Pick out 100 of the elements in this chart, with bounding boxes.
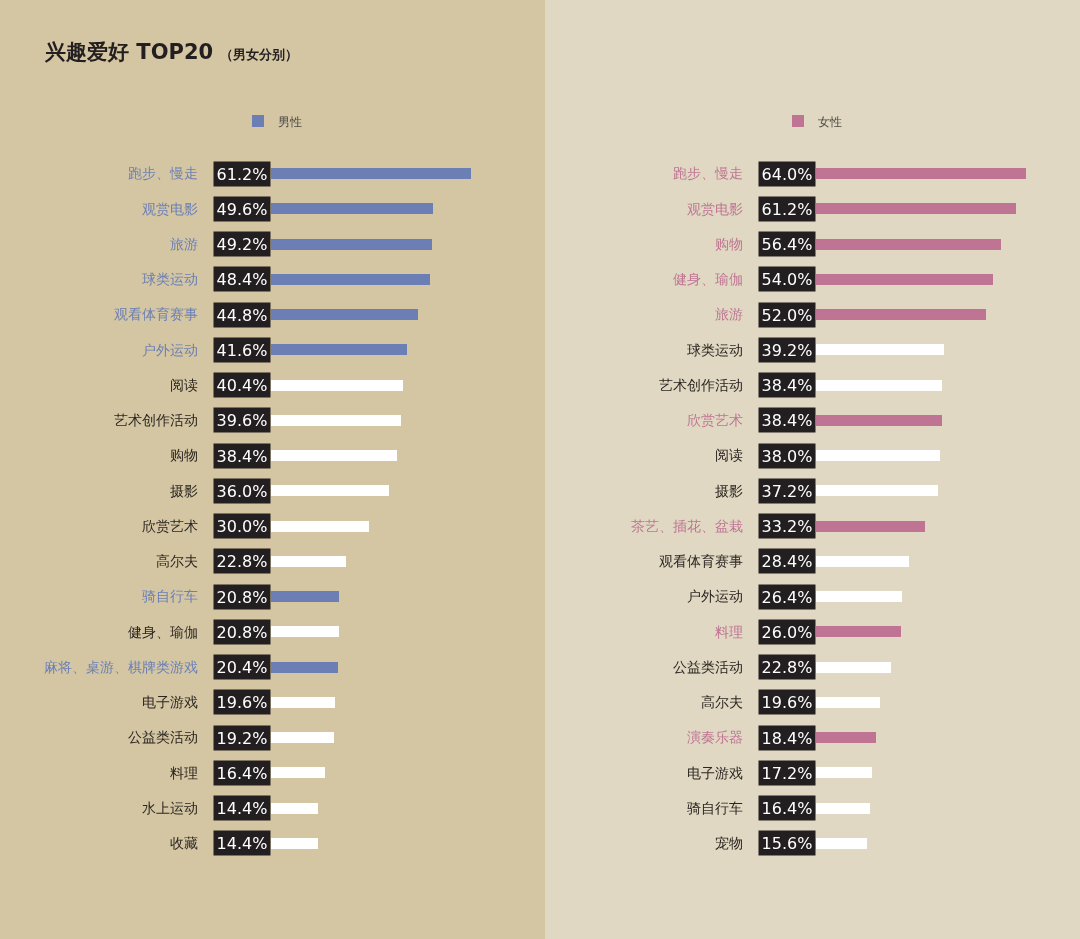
bar — [816, 767, 872, 778]
data-label: 38.4% — [216, 446, 268, 466]
bar — [816, 838, 867, 849]
bar — [271, 309, 418, 320]
data-label: 14.4% — [216, 798, 268, 818]
bar — [816, 415, 942, 426]
data-label: 40.4% — [216, 375, 268, 395]
data-label: 20.4% — [216, 657, 268, 677]
data-label: 22.8% — [216, 551, 268, 571]
data-label: 64.0% — [761, 164, 813, 184]
bar — [271, 591, 339, 602]
y-tick-label: 跑步、慢走 — [673, 165, 743, 182]
data-label: 41.6% — [216, 340, 268, 360]
bar — [271, 415, 401, 426]
bar — [271, 344, 407, 355]
bar — [271, 732, 334, 743]
bar — [816, 309, 986, 320]
y-tick-label: 欣赏艺术 — [687, 412, 743, 429]
y-tick-label: 户外运动 — [142, 341, 198, 358]
bar — [271, 556, 346, 567]
y-tick-label: 料理 — [170, 764, 198, 781]
bar — [271, 380, 403, 391]
data-label: 30.0% — [216, 516, 268, 536]
data-label: 16.4% — [761, 798, 813, 818]
bar — [816, 168, 1026, 179]
data-label: 38.4% — [761, 410, 813, 430]
data-label: 37.2% — [761, 481, 813, 501]
data-label: 26.0% — [761, 622, 813, 642]
bar — [816, 556, 909, 567]
bar — [271, 203, 433, 214]
bar — [271, 803, 318, 814]
data-label: 49.2% — [216, 234, 268, 254]
y-tick-label: 观赏电影 — [142, 200, 198, 217]
bar — [816, 239, 1001, 250]
data-label: 44.8% — [216, 305, 268, 325]
y-tick-label: 演奏乐器 — [687, 729, 743, 746]
y-tick-label: 观看体育赛事 — [114, 306, 198, 323]
bar — [271, 450, 397, 461]
data-label: 49.6% — [216, 199, 268, 219]
y-tick-label: 购物 — [715, 235, 743, 252]
y-tick-label: 阅读 — [170, 376, 198, 393]
legend-label: 女性 — [818, 114, 842, 129]
y-tick-label: 球类运动 — [687, 341, 743, 358]
y-tick-label: 艺术创作活动 — [659, 376, 743, 393]
y-tick-label: 户外运动 — [687, 588, 743, 605]
data-label: 18.4% — [761, 728, 813, 748]
y-tick-label: 电子游戏 — [687, 764, 743, 781]
bar — [271, 626, 339, 637]
data-label: 39.2% — [761, 340, 813, 360]
y-tick-label: 阅读 — [715, 447, 743, 464]
y-tick-label: 高尔夫 — [156, 553, 198, 570]
bar — [816, 803, 870, 814]
y-tick-label: 电子游戏 — [142, 694, 198, 711]
y-tick-label: 高尔夫 — [701, 694, 743, 711]
data-label: 26.4% — [761, 587, 813, 607]
chart-title: 兴趣爱好 TOP20 — [44, 40, 214, 65]
y-tick-label: 骑自行车 — [687, 799, 743, 816]
y-tick-label: 宠物 — [715, 835, 743, 852]
data-label: 38.4% — [761, 375, 813, 395]
y-tick-label: 健身、瑜伽 — [128, 623, 198, 640]
y-tick-label: 购物 — [170, 447, 198, 464]
chart-subtitle: （男女分别） — [219, 47, 298, 63]
data-label: 14.4% — [216, 833, 268, 853]
bar — [271, 168, 471, 179]
legend-label: 男性 — [278, 114, 302, 129]
y-tick-label: 水上运动 — [142, 799, 198, 816]
data-label: 17.2% — [761, 763, 813, 783]
y-tick-label: 骑自行车 — [142, 588, 198, 605]
bar — [271, 521, 369, 532]
bar — [271, 485, 389, 496]
y-tick-label: 收藏 — [170, 835, 198, 852]
y-tick-label: 观看体育赛事 — [659, 553, 743, 570]
bar — [816, 485, 938, 496]
bar — [271, 662, 338, 673]
y-tick-label: 摄影 — [170, 482, 198, 499]
bar — [271, 274, 430, 285]
data-label: 19.6% — [761, 692, 813, 712]
bar — [816, 274, 993, 285]
y-tick-label: 摄影 — [715, 482, 743, 499]
data-label: 28.4% — [761, 551, 813, 571]
bar — [816, 380, 942, 391]
y-tick-label: 麻将、桌游、棋牌类游戏 — [44, 658, 198, 675]
data-label: 36.0% — [216, 481, 268, 501]
data-label: 56.4% — [761, 234, 813, 254]
y-tick-label: 健身、瑜伽 — [673, 271, 743, 288]
data-label: 20.8% — [216, 587, 268, 607]
bar — [816, 344, 944, 355]
data-label: 19.6% — [216, 692, 268, 712]
data-label: 16.4% — [216, 763, 268, 783]
bar — [816, 450, 940, 461]
bar — [816, 697, 880, 708]
bar — [816, 203, 1016, 214]
data-label: 38.0% — [761, 446, 813, 466]
y-tick-label: 跑步、慢走 — [128, 165, 198, 182]
bar — [271, 697, 335, 708]
y-tick-label: 球类运动 — [142, 271, 198, 288]
data-label: 39.6% — [216, 410, 268, 430]
y-tick-label: 欣赏艺术 — [142, 517, 198, 534]
data-label: 19.2% — [216, 728, 268, 748]
data-label: 20.8% — [216, 622, 268, 642]
